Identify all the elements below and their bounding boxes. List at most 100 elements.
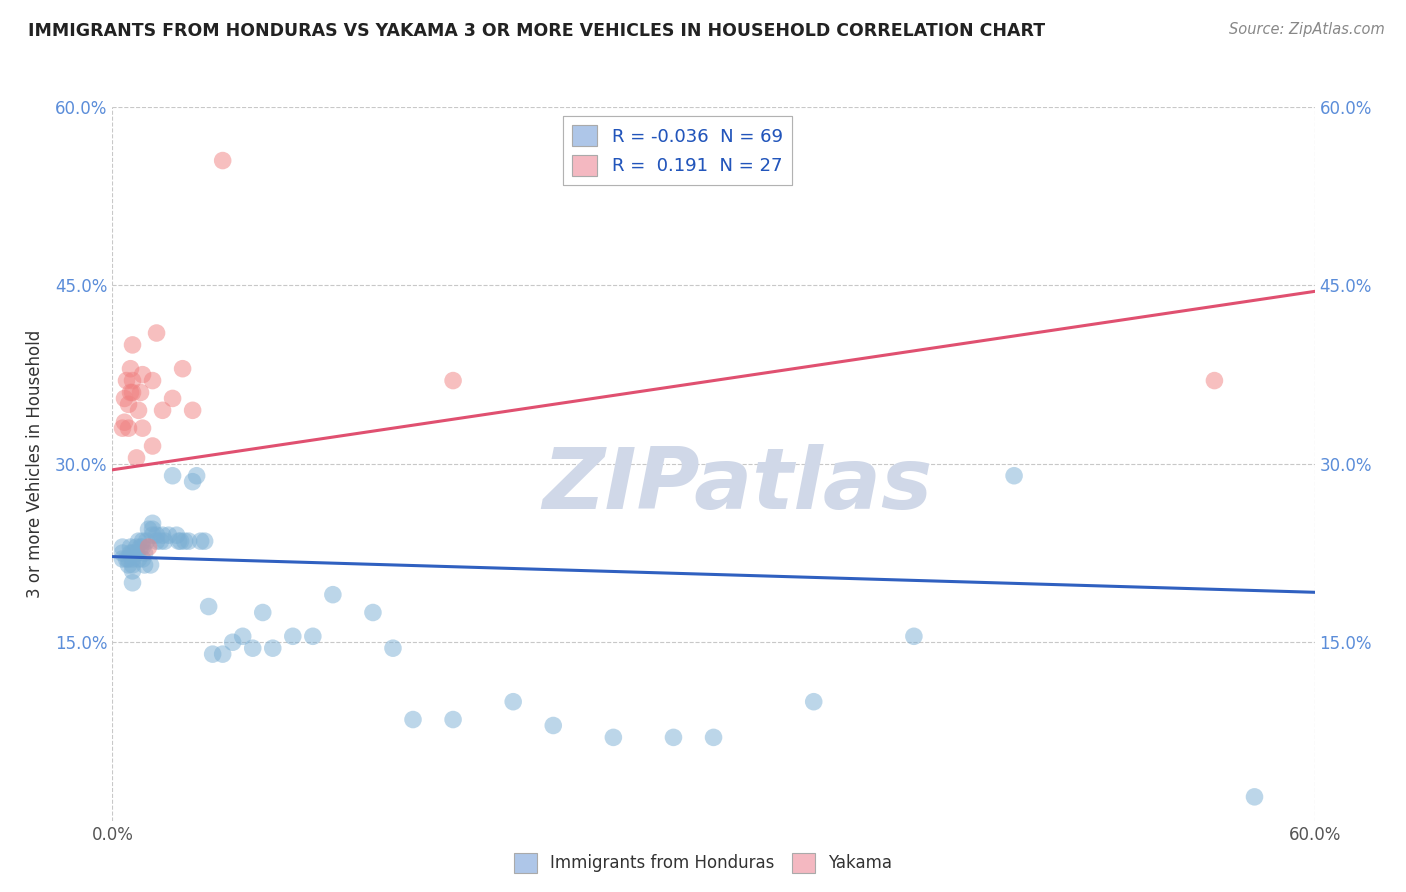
Point: [141, 439, 163, 453]
Point: [115, 374, 138, 388]
Point: [222, 635, 245, 649]
Point: [157, 528, 180, 542]
Point: [803, 695, 825, 709]
Point: [702, 731, 725, 745]
Point: [145, 326, 167, 340]
Point: [121, 374, 143, 388]
Point: [125, 450, 148, 465]
Point: [125, 546, 148, 560]
Point: [114, 392, 136, 406]
Text: ZIPatlas: ZIPatlas: [543, 443, 932, 527]
Point: [361, 606, 384, 620]
Text: IMMIGRANTS FROM HONDURAS VS YAKAMA 3 OR MORE VEHICLES IN HOUSEHOLD CORRELATION C: IMMIGRANTS FROM HONDURAS VS YAKAMA 3 OR …: [28, 22, 1045, 40]
Point: [120, 540, 142, 554]
Point: [1002, 468, 1025, 483]
Point: [121, 552, 143, 566]
Point: [134, 546, 156, 560]
Point: [903, 629, 925, 643]
Point: [128, 552, 150, 566]
Point: [172, 361, 194, 376]
Point: [232, 629, 254, 643]
Point: [152, 403, 174, 417]
Point: [138, 522, 160, 536]
Y-axis label: 3 or more Vehicles in Household: 3 or more Vehicles in Household: [25, 330, 44, 598]
Point: [117, 558, 139, 572]
Point: [211, 647, 233, 661]
Point: [131, 534, 153, 549]
Point: [190, 534, 212, 549]
Point: [281, 629, 304, 643]
Text: Source: ZipAtlas.com: Source: ZipAtlas.com: [1229, 22, 1385, 37]
Point: [121, 564, 143, 578]
Point: [117, 397, 139, 411]
Point: [128, 403, 150, 417]
Point: [1204, 374, 1226, 388]
Point: [145, 528, 167, 542]
Point: [252, 606, 274, 620]
Point: [129, 385, 152, 400]
Point: [120, 361, 142, 376]
Point: [141, 528, 163, 542]
Point: [121, 558, 143, 572]
Legend: Immigrants from Honduras, Yakama: Immigrants from Honduras, Yakama: [508, 847, 898, 880]
Point: [166, 528, 188, 542]
Point: [115, 552, 138, 566]
Point: [173, 534, 195, 549]
Point: [121, 385, 143, 400]
Point: [441, 713, 464, 727]
Point: [543, 718, 565, 732]
Point: [145, 534, 167, 549]
Point: [201, 647, 224, 661]
Point: [111, 540, 134, 554]
Point: [139, 558, 162, 572]
Point: [121, 338, 143, 352]
Point: [167, 534, 190, 549]
Point: [382, 641, 405, 656]
Point: [197, 599, 219, 614]
Point: [111, 552, 134, 566]
Point: [117, 421, 139, 435]
Point: [262, 641, 284, 656]
Point: [138, 540, 160, 554]
Point: [602, 731, 624, 745]
Point: [302, 629, 325, 643]
Point: [662, 731, 685, 745]
Point: [502, 695, 524, 709]
Point: [162, 468, 184, 483]
Point: [120, 385, 142, 400]
Point: [134, 558, 156, 572]
Point: [120, 546, 142, 560]
Point: [129, 540, 152, 554]
Point: [177, 534, 200, 549]
Point: [162, 392, 184, 406]
Point: [441, 374, 464, 388]
Point: [135, 534, 157, 549]
Point: [141, 374, 163, 388]
Point: [186, 468, 208, 483]
Point: [242, 641, 264, 656]
Point: [131, 540, 153, 554]
Point: [153, 534, 176, 549]
Point: [131, 421, 153, 435]
Point: [141, 516, 163, 531]
Point: [128, 534, 150, 549]
Point: [169, 534, 191, 549]
Point: [152, 528, 174, 542]
Point: [121, 546, 143, 560]
Point: [211, 153, 233, 168]
Point: [121, 575, 143, 590]
Point: [181, 403, 204, 417]
Point: [117, 552, 139, 566]
Legend: R = -0.036  N = 69, R =  0.191  N = 27: R = -0.036 N = 69, R = 0.191 N = 27: [562, 116, 792, 185]
Point: [114, 415, 136, 429]
Point: [111, 546, 134, 560]
Point: [1243, 789, 1265, 804]
Point: [131, 368, 153, 382]
Point: [111, 421, 134, 435]
Point: [141, 522, 163, 536]
Point: [194, 534, 217, 549]
Point: [402, 713, 425, 727]
Point: [125, 540, 148, 554]
Point: [181, 475, 204, 489]
Point: [131, 552, 153, 566]
